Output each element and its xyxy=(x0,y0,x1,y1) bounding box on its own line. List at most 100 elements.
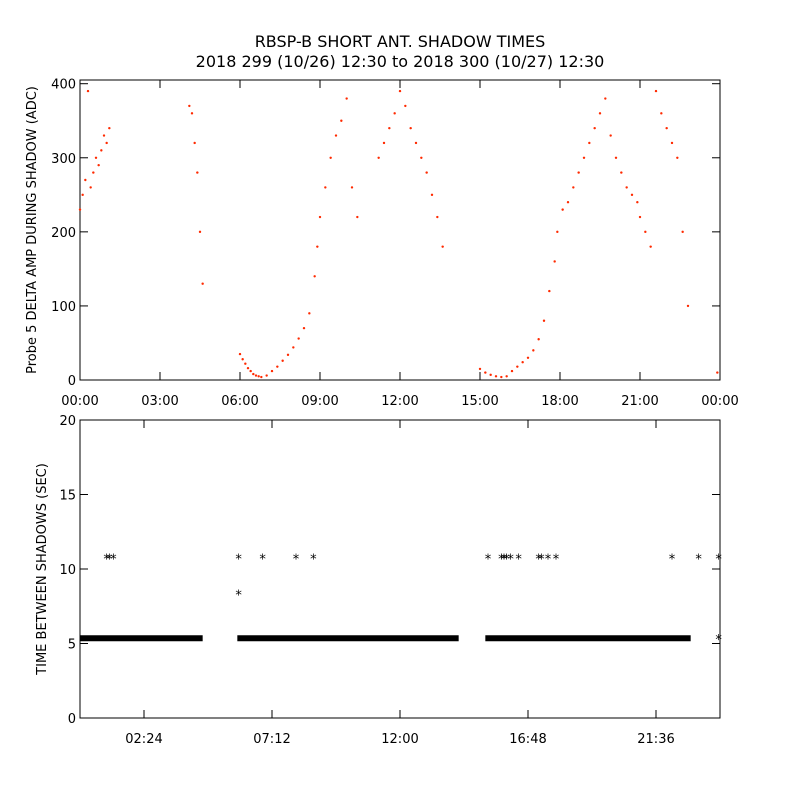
data-point-s9 xyxy=(593,126,596,130)
data-point-s10 xyxy=(716,371,719,374)
x-tick-label: 21:36 xyxy=(637,732,674,747)
data-point-s8 xyxy=(526,356,530,359)
data-point-s8 xyxy=(505,375,508,378)
star-marker: * xyxy=(259,553,266,568)
data-point-s9 xyxy=(620,171,623,174)
data-point-s6 xyxy=(404,104,407,108)
data-point-s8 xyxy=(553,260,556,263)
data-point-s6 xyxy=(398,89,402,93)
data-point-s5 xyxy=(340,119,343,122)
data-point-s7 xyxy=(500,375,503,379)
data-point-s6 xyxy=(436,215,439,219)
star-marker: * xyxy=(507,553,514,568)
star-marker: * xyxy=(553,553,560,568)
data-point-s1 xyxy=(100,149,103,152)
chart-subtitle: 2018 299 (10/26) 12:30 to 2018 300 (10/2… xyxy=(195,52,605,71)
data-point-s4 xyxy=(292,346,295,349)
star-marker: * xyxy=(485,553,492,568)
data-point-s4 xyxy=(313,275,316,278)
x-tick-label: 03:00 xyxy=(141,394,178,409)
data-point-s1 xyxy=(89,186,92,189)
x-tick-label: 00:00 xyxy=(61,394,98,409)
data-point-s7 xyxy=(478,367,482,371)
data-point-s9 xyxy=(561,208,564,211)
data-point-s9 xyxy=(625,186,628,189)
y-tick-label: 200 xyxy=(51,226,76,241)
data-point-s6 xyxy=(382,141,386,145)
data-point-s3 xyxy=(260,375,263,379)
data-point-s4 xyxy=(276,365,279,368)
data-point-s9 xyxy=(598,112,602,115)
data-point-s10 xyxy=(665,126,668,130)
x-tick-label: 09:00 xyxy=(301,394,338,409)
star-marker: * xyxy=(695,553,702,568)
star-marker: * xyxy=(715,633,722,648)
data-point-s7 xyxy=(489,373,492,377)
y-axis-label: TIME BETWEEN SHADOWS (SEC) xyxy=(35,463,50,676)
data-point-s8 xyxy=(537,338,540,341)
data-point-s5 xyxy=(318,215,322,219)
data-point-s8 xyxy=(548,289,551,293)
data-point-s4 xyxy=(308,312,311,315)
data-point-s10 xyxy=(638,215,642,219)
data-point-s6 xyxy=(425,171,428,174)
star-marker: * xyxy=(538,553,545,568)
data-point-s1 xyxy=(102,134,106,137)
data-point-s3 xyxy=(244,362,247,365)
y-tick-label: 10 xyxy=(59,563,76,578)
data-point-s10 xyxy=(644,230,647,234)
y-tick-label: 100 xyxy=(51,300,76,315)
star-marker: * xyxy=(501,553,508,568)
data-point-s7 xyxy=(494,375,498,378)
star-marker: * xyxy=(515,553,522,568)
y-tick-label: 400 xyxy=(51,78,76,93)
data-point-s1 xyxy=(108,126,111,130)
data-point-s8 xyxy=(532,349,535,352)
data-point-s8 xyxy=(521,361,524,364)
data-point-s10 xyxy=(670,141,674,145)
data-point-s4 xyxy=(265,374,268,377)
star-marker: * xyxy=(310,553,317,568)
data-point-s10 xyxy=(681,230,684,234)
star-marker: * xyxy=(110,553,117,568)
data-point-s1 xyxy=(97,163,100,167)
data-point-s10 xyxy=(649,245,652,248)
data-point-s9 xyxy=(630,193,634,197)
data-point-s3 xyxy=(238,352,242,356)
data-point-s5 xyxy=(316,245,319,248)
x-tick-label: 21:00 xyxy=(621,394,658,409)
star-marker: * xyxy=(103,553,110,568)
data-point-s2 xyxy=(190,112,194,115)
star-marker: * xyxy=(669,553,676,568)
data-point-s2 xyxy=(196,171,199,174)
x-tick-label: 12:00 xyxy=(381,732,418,747)
data-point-s8 xyxy=(510,369,514,373)
data-point-s9 xyxy=(604,97,607,100)
data-point-s2 xyxy=(201,282,204,285)
star-marker: * xyxy=(535,553,542,568)
data-point-s9 xyxy=(582,156,586,159)
star-marker: * xyxy=(498,553,505,568)
y-tick-label: 0 xyxy=(68,374,76,389)
data-point-s3 xyxy=(246,366,250,370)
data-point-s1 xyxy=(92,171,95,174)
data-point-s9 xyxy=(588,141,591,145)
y-tick-label: 0 xyxy=(68,712,76,727)
data-point-s10 xyxy=(660,112,663,115)
x-tick-label: 16:48 xyxy=(509,732,546,747)
x-tick-label: 12:00 xyxy=(381,394,418,409)
data-point-s5 xyxy=(345,97,348,100)
star-marker: * xyxy=(503,553,510,568)
data-point-s6 xyxy=(414,141,418,145)
data-point-s6 xyxy=(393,112,396,115)
x-tick-label: 15:00 xyxy=(461,394,498,409)
data-point-s6 xyxy=(441,245,444,248)
data-point-s9 xyxy=(609,134,612,137)
x-tick-label: 07:12 xyxy=(253,732,290,747)
star-marker: * xyxy=(106,553,113,568)
data-point-s4 xyxy=(286,353,290,357)
data-point-s7 xyxy=(484,371,487,374)
data-point-s10 xyxy=(654,89,658,93)
data-point-s5 xyxy=(334,134,338,137)
data-point-s2 xyxy=(198,230,202,234)
